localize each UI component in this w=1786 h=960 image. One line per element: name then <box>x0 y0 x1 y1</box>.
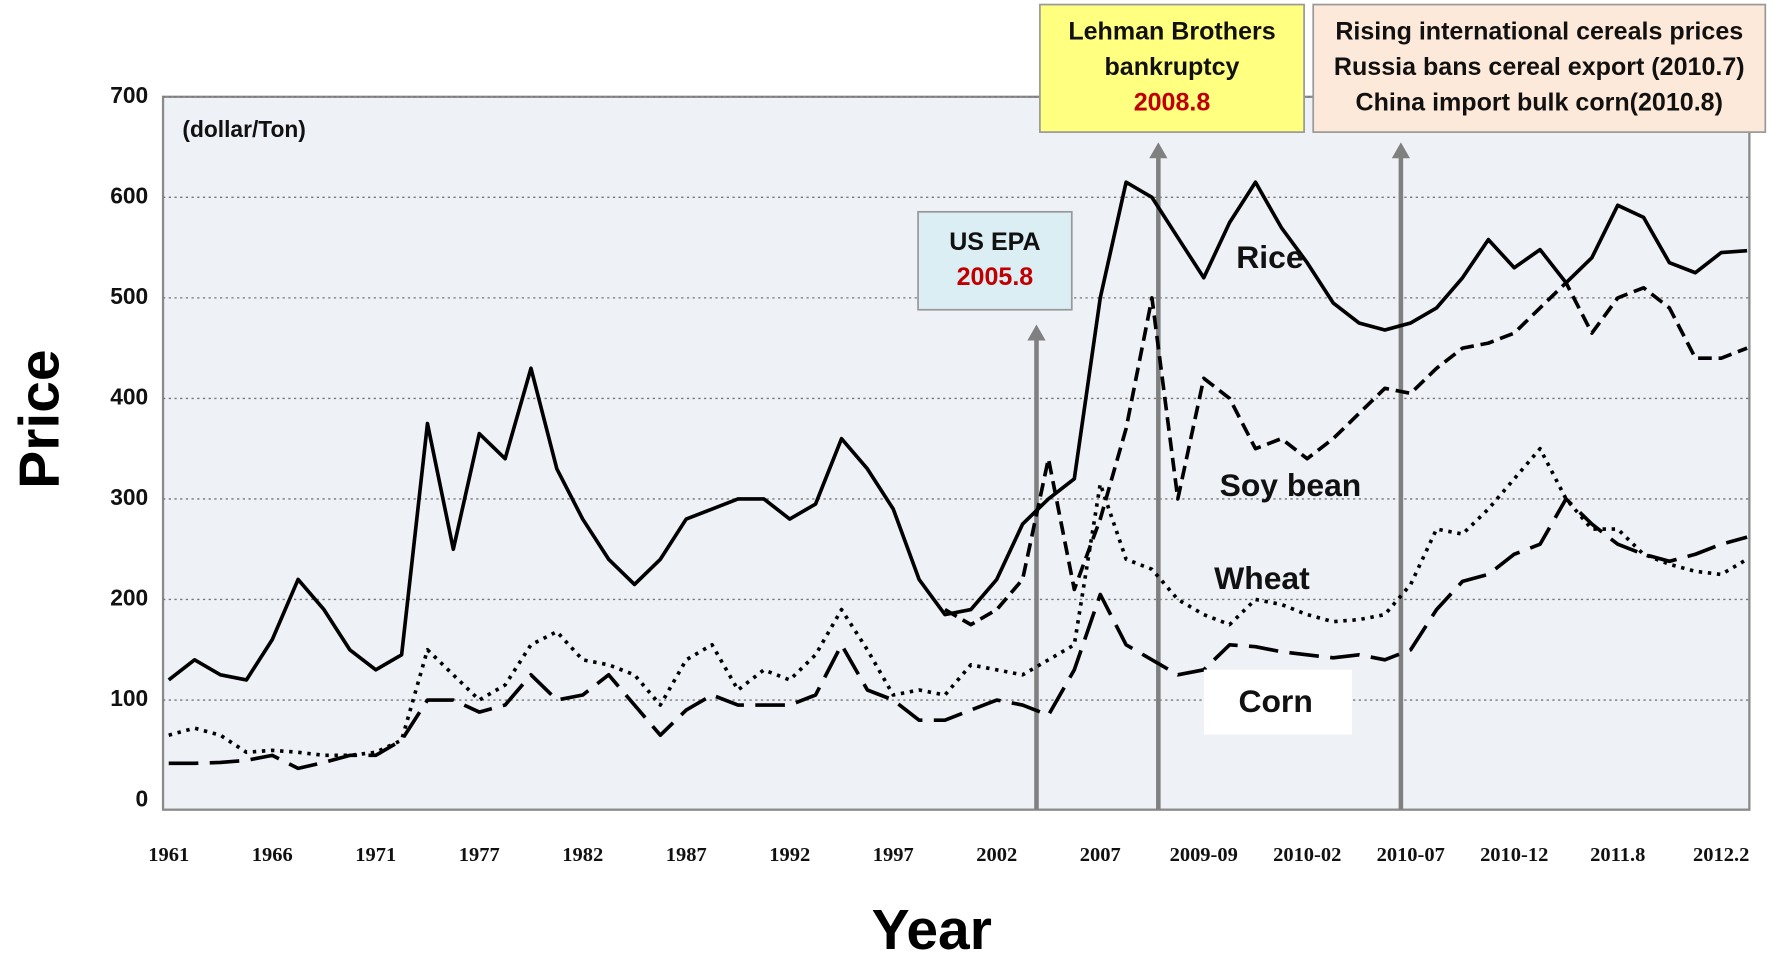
x-tick-label: 2007 <box>1080 844 1121 866</box>
y-tick-label: 100 <box>110 685 148 711</box>
annotation-text: US EPA <box>949 228 1040 256</box>
arrow-head <box>1027 324 1046 341</box>
annotation-text: bankruptcy <box>1104 53 1239 81</box>
plot-area <box>161 95 1751 811</box>
annotation-box <box>1312 3 1767 133</box>
annotation-box <box>1039 3 1305 133</box>
x-tick-label: 1992 <box>769 844 810 866</box>
y-tick-label: 300 <box>110 484 148 510</box>
x-tick-label: 2011.8 <box>1590 844 1645 866</box>
x-tick-label: 1961 <box>148 844 189 866</box>
x-tick-label: 2012.2 <box>1693 844 1749 866</box>
x-tick-label: 2010-12 <box>1480 844 1548 866</box>
series-label: Soy bean <box>1220 467 1362 503</box>
series-label: Wheat <box>1214 560 1310 596</box>
y-tick-label: 0 <box>136 786 149 812</box>
y-tick-label: 400 <box>110 383 148 409</box>
x-tick-label: 1982 <box>562 844 603 866</box>
x-tick-label: 1997 <box>873 844 914 866</box>
y-tick-label: 200 <box>110 585 148 611</box>
series-line <box>168 446 1749 758</box>
x-tick-label: 1977 <box>459 844 500 866</box>
label-backing <box>1203 669 1352 735</box>
annotation-date: 2008.8 <box>1134 88 1211 116</box>
y-axis-label: Price <box>7 349 71 488</box>
series-line <box>168 497 1748 771</box>
unit-label: (dollar/Ton) <box>182 116 306 142</box>
arrow-head <box>1149 142 1168 159</box>
series-line <box>167 180 1748 682</box>
y-tick-label: 500 <box>110 283 148 309</box>
annotation-text: Rising international cereals prices <box>1335 18 1743 46</box>
x-tick-label: 2010-07 <box>1377 844 1445 866</box>
annotation-box <box>917 210 1073 311</box>
annotation-date: 2005.8 <box>957 263 1034 291</box>
annotation-text: Lehman Brothers <box>1068 18 1275 46</box>
annotation-text: China import bulk corn(2010.8) <box>1356 88 1723 116</box>
x-tick-label: 2010-02 <box>1273 844 1341 866</box>
x-tick-label: 1987 <box>666 844 707 866</box>
x-tick-label: 2002 <box>976 844 1017 866</box>
annotation-text: Russia bans cereal export (2010.7) <box>1334 53 1745 81</box>
x-tick-label: 1971 <box>355 844 396 866</box>
x-tick-label: 1966 <box>252 844 293 866</box>
arrow-head <box>1391 142 1411 159</box>
x-tick-label: 2009-09 <box>1170 844 1238 866</box>
series-label: Corn <box>1238 683 1312 719</box>
y-tick-label: 700 <box>110 82 148 108</box>
series-label: Rice <box>1236 239 1303 275</box>
x-axis-label: Year <box>872 898 992 960</box>
y-tick-label: 600 <box>110 182 148 208</box>
